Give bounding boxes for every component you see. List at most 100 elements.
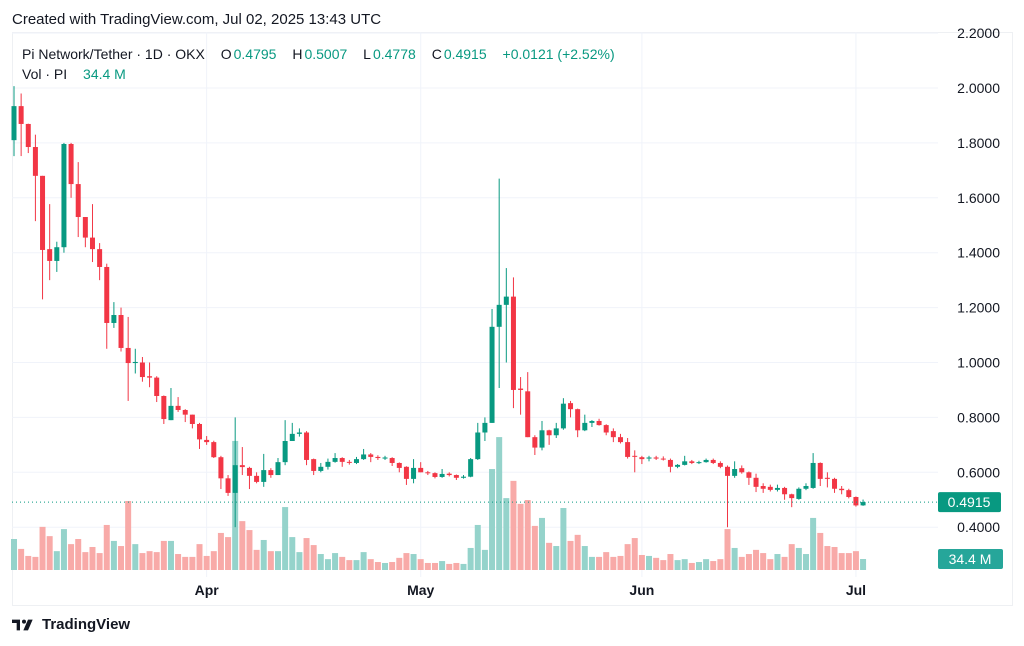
volume-bar <box>424 562 431 570</box>
volume-bar <box>467 547 474 570</box>
candle-down <box>617 437 623 443</box>
candle-down <box>89 237 95 250</box>
candle-down <box>182 409 188 415</box>
volume-bar <box>75 539 82 570</box>
tradingview-brand[interactable]: TradingView <box>12 616 130 633</box>
volume-bar <box>246 530 253 570</box>
volume-bar <box>824 546 831 570</box>
volume-bar <box>360 552 367 570</box>
volume-bar <box>688 562 695 570</box>
volume-bar <box>253 549 260 570</box>
volume-bar <box>838 553 845 570</box>
candle-up <box>553 428 559 436</box>
volume-bar <box>189 556 196 570</box>
volume-bar <box>68 544 75 570</box>
volume-bar <box>745 554 752 570</box>
candle-up <box>682 461 688 465</box>
candle-up <box>703 459 709 463</box>
volume-bar <box>724 529 731 570</box>
volume-bar <box>667 554 674 570</box>
candle-down <box>147 376 153 378</box>
volume-bar <box>110 540 117 570</box>
high-value: 0.5007 <box>304 46 348 62</box>
high-label: H <box>292 46 303 62</box>
volume-bar <box>560 508 567 570</box>
candle-down <box>40 175 46 250</box>
volume-bar <box>588 556 595 570</box>
volume-bar <box>439 561 446 570</box>
y-tick-label: 0.8000 <box>957 409 1000 425</box>
candle-up <box>353 459 359 463</box>
x-tick-label: May <box>407 582 434 598</box>
y-tick-label: 2.0000 <box>957 80 1000 96</box>
candle-down <box>817 462 823 479</box>
volume-bar <box>46 536 53 570</box>
volume-bar <box>574 534 581 570</box>
volume-bar <box>39 526 46 570</box>
candle-down <box>432 473 438 477</box>
volume-bar <box>125 500 132 570</box>
candle-up <box>382 457 388 459</box>
candle-up <box>475 432 481 460</box>
volume-bar <box>581 546 588 570</box>
candle-up <box>61 143 67 248</box>
candle-up <box>560 403 566 429</box>
candle-down <box>161 395 167 420</box>
volume-bar <box>774 554 781 570</box>
volume-bar <box>510 480 517 570</box>
candle-down <box>246 467 252 476</box>
volume-bar <box>53 551 60 570</box>
volume-label[interactable]: Vol · PI <box>22 66 68 82</box>
volume-bar <box>860 559 867 570</box>
volume-bar <box>681 559 688 570</box>
volume-bar <box>196 544 203 570</box>
candle-down <box>710 459 716 463</box>
candle-down <box>525 391 531 438</box>
candle-down <box>125 347 131 364</box>
volume-bar <box>474 524 481 570</box>
volume-bar <box>118 546 125 570</box>
candle-down <box>853 497 859 506</box>
candle-up <box>796 488 802 499</box>
volume-bar <box>18 548 25 570</box>
volume-bar <box>624 544 631 570</box>
candle-down <box>425 472 431 474</box>
candle-down <box>689 461 695 463</box>
volume-bar <box>617 555 624 570</box>
volume-bar <box>332 553 339 570</box>
volume-bar <box>531 525 538 570</box>
y-tick-label: 0.4000 <box>957 519 1000 535</box>
volume-bar <box>553 546 560 570</box>
volume-bar <box>260 539 267 570</box>
candle-down <box>725 466 730 476</box>
candle-down <box>225 478 231 493</box>
volume-bar <box>653 557 660 570</box>
volume-bar <box>60 529 67 570</box>
candle-up <box>589 420 595 423</box>
candle-up <box>803 486 809 489</box>
volume-bar <box>410 554 417 570</box>
symbol-title[interactable]: Pi Network/Tether · 1D · OKX <box>22 46 205 62</box>
volume-bar <box>317 554 324 570</box>
tradingview-logo-icon <box>12 619 33 630</box>
candle-down <box>154 377 160 396</box>
candle-up <box>132 361 138 364</box>
volume-bar <box>132 544 139 570</box>
volume-bar <box>160 540 167 570</box>
volume-bar <box>203 555 210 570</box>
candle-down <box>532 437 538 448</box>
candle-up <box>482 422 488 433</box>
candle-up <box>439 473 445 477</box>
candle-down <box>68 143 74 185</box>
x-tick-label: Jun <box>629 582 654 598</box>
candle-up <box>489 326 495 423</box>
volume-bar <box>845 553 852 570</box>
volume-bar <box>496 437 503 570</box>
volume-bar <box>82 552 89 570</box>
last-price-badge <box>938 492 1001 513</box>
candle-down <box>596 420 602 426</box>
volume-bar <box>367 559 374 570</box>
volume-bar <box>103 524 110 570</box>
candle-up <box>332 458 338 462</box>
